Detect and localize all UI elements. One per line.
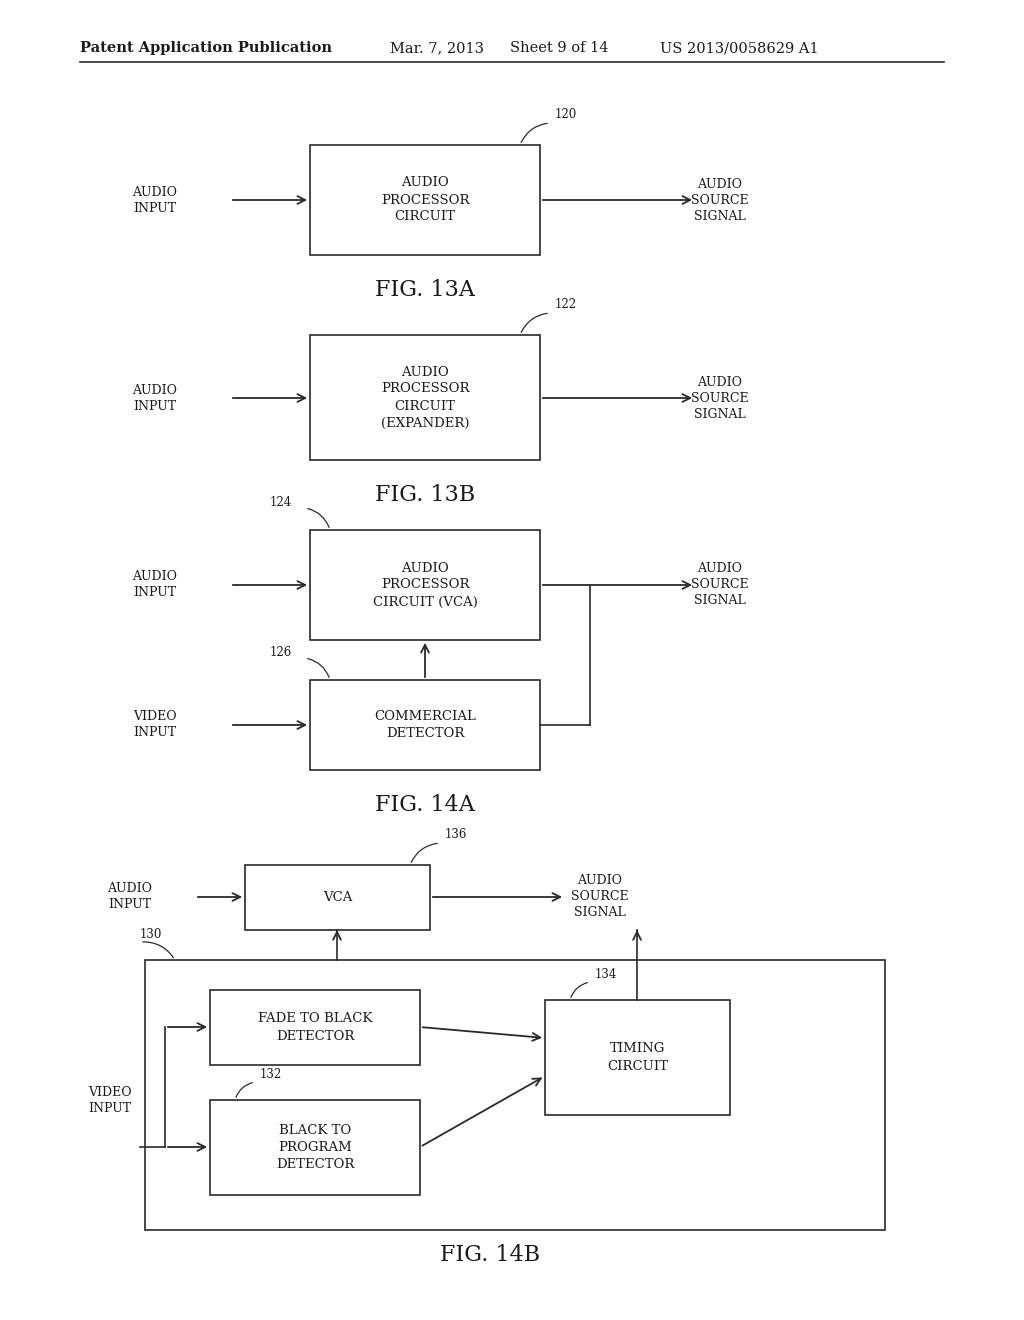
Bar [310,335,540,459]
Bar [545,1001,730,1115]
Text: FIG. 13A: FIG. 13A [375,279,475,301]
Text: AUDIO
PROCESSOR
CIRCUIT: AUDIO PROCESSOR CIRCUIT [381,177,469,223]
Text: 126: 126 [270,647,292,660]
Text: 120: 120 [555,108,578,121]
Text: Mar. 7, 2013: Mar. 7, 2013 [390,41,484,55]
Text: VIDEO
INPUT: VIDEO INPUT [133,710,177,739]
Text: AUDIO
PROCESSOR
CIRCUIT
(EXPANDER): AUDIO PROCESSOR CIRCUIT (EXPANDER) [381,366,469,429]
Text: AUDIO
INPUT: AUDIO INPUT [132,186,177,214]
Bar [210,990,420,1065]
Bar [210,1100,420,1195]
Text: COMMERCIAL
DETECTOR: COMMERCIAL DETECTOR [374,710,476,741]
Text: Sheet 9 of 14: Sheet 9 of 14 [510,41,608,55]
Text: AUDIO
INPUT: AUDIO INPUT [132,570,177,599]
Text: VCA: VCA [323,891,352,904]
Text: AUDIO
INPUT: AUDIO INPUT [132,384,177,412]
Bar [310,145,540,255]
Text: FADE TO BLACK
DETECTOR: FADE TO BLACK DETECTOR [258,1012,372,1043]
Text: 136: 136 [445,829,467,842]
Bar [310,680,540,770]
Text: AUDIO
INPUT: AUDIO INPUT [108,883,153,912]
Text: AUDIO
SOURCE
SIGNAL: AUDIO SOURCE SIGNAL [691,375,749,421]
Text: 132: 132 [260,1068,283,1081]
Text: VIDEO
INPUT: VIDEO INPUT [88,1085,132,1114]
Text: BLACK TO
PROGRAM
DETECTOR: BLACK TO PROGRAM DETECTOR [275,1125,354,1171]
Text: FIG. 13B: FIG. 13B [375,484,475,506]
Text: 134: 134 [595,968,617,981]
Bar [310,531,540,640]
Bar [245,865,430,931]
Text: AUDIO
PROCESSOR
CIRCUIT (VCA): AUDIO PROCESSOR CIRCUIT (VCA) [373,561,477,609]
Text: Patent Application Publication: Patent Application Publication [80,41,332,55]
Text: 124: 124 [270,496,292,510]
Text: US 2013/0058629 A1: US 2013/0058629 A1 [660,41,818,55]
Text: AUDIO
SOURCE
SIGNAL: AUDIO SOURCE SIGNAL [691,562,749,607]
Text: FIG. 14A: FIG. 14A [375,795,475,816]
Text: 130: 130 [140,928,163,940]
Text: 122: 122 [555,298,578,312]
Bar [145,960,885,1230]
Text: AUDIO
SOURCE
SIGNAL: AUDIO SOURCE SIGNAL [691,177,749,223]
Text: FIG. 14B: FIG. 14B [440,1243,540,1266]
Text: TIMING
CIRCUIT: TIMING CIRCUIT [607,1043,668,1072]
Text: AUDIO
SOURCE
SIGNAL: AUDIO SOURCE SIGNAL [571,874,629,920]
